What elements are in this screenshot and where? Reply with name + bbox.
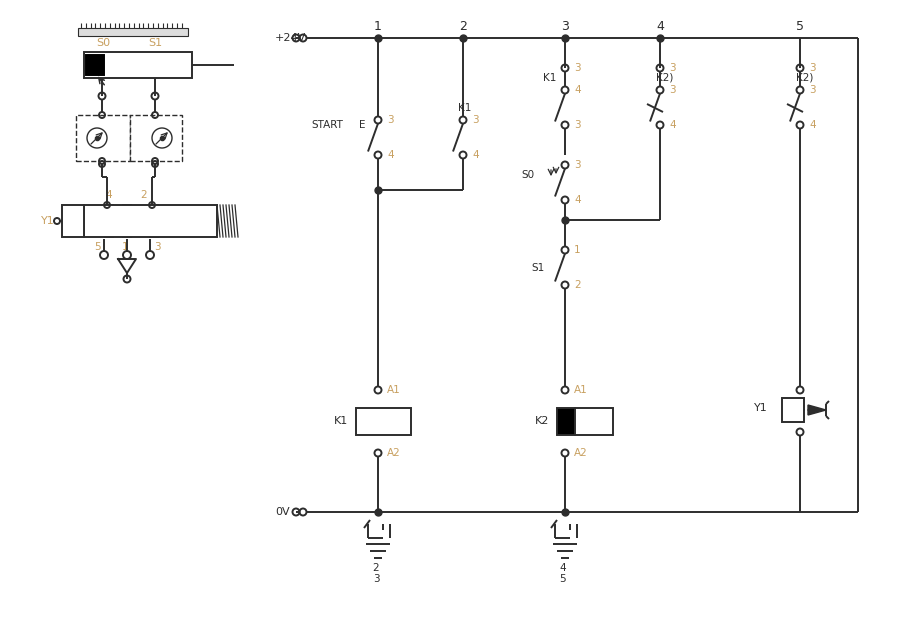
Bar xyxy=(355,408,410,435)
Text: A2: A2 xyxy=(387,448,400,458)
Text: 4: 4 xyxy=(668,120,675,130)
Text: 3: 3 xyxy=(472,115,478,125)
Bar xyxy=(62,205,84,237)
Text: 5: 5 xyxy=(559,574,566,584)
Text: K2): K2) xyxy=(656,73,673,83)
Text: A1: A1 xyxy=(574,385,587,395)
Text: 3: 3 xyxy=(574,63,580,73)
Bar xyxy=(86,55,104,75)
Text: Y1: Y1 xyxy=(753,403,767,413)
Text: Y1: Y1 xyxy=(41,216,55,226)
Text: A2: A2 xyxy=(574,448,587,458)
Text: 1: 1 xyxy=(574,245,580,255)
Bar xyxy=(781,398,803,422)
Text: 4: 4 xyxy=(387,150,393,160)
Bar xyxy=(84,52,192,78)
Bar xyxy=(557,408,575,435)
Text: K1: K1 xyxy=(543,73,556,83)
Text: K1: K1 xyxy=(334,416,347,426)
Text: 3: 3 xyxy=(574,160,580,170)
Text: 1: 1 xyxy=(122,242,128,252)
Text: 3: 3 xyxy=(808,63,815,73)
Text: 5: 5 xyxy=(583,416,590,426)
Text: 3: 3 xyxy=(668,85,675,95)
Text: 3: 3 xyxy=(574,120,580,130)
Text: +24V: +24V xyxy=(275,33,306,43)
Text: 2: 2 xyxy=(458,20,466,33)
Text: 4: 4 xyxy=(574,85,580,95)
Text: S1: S1 xyxy=(531,263,545,273)
Text: 2: 2 xyxy=(574,280,580,290)
Text: 5: 5 xyxy=(95,242,101,252)
Bar xyxy=(76,115,130,161)
Text: 3: 3 xyxy=(668,63,675,73)
Bar xyxy=(575,408,612,435)
Text: S0: S0 xyxy=(521,170,534,180)
Text: 0V: 0V xyxy=(275,507,290,517)
Text: 1: 1 xyxy=(373,20,382,33)
Text: START: START xyxy=(311,120,343,130)
Bar xyxy=(78,28,188,36)
Bar xyxy=(84,205,216,237)
Text: E: E xyxy=(359,120,365,130)
Text: S1: S1 xyxy=(148,38,161,48)
Text: 5: 5 xyxy=(796,20,803,33)
Text: 4: 4 xyxy=(472,150,478,160)
Text: K1: K1 xyxy=(458,103,471,113)
Polygon shape xyxy=(118,259,136,273)
Text: 3: 3 xyxy=(373,574,379,584)
Text: 2: 2 xyxy=(141,190,147,200)
Text: 3: 3 xyxy=(560,20,568,33)
Text: K2): K2) xyxy=(796,73,813,83)
Text: K2: K2 xyxy=(534,416,548,426)
Text: 3: 3 xyxy=(387,115,393,125)
Text: 3: 3 xyxy=(808,85,815,95)
Polygon shape xyxy=(807,405,825,415)
Text: 4: 4 xyxy=(574,195,580,205)
Text: 2: 2 xyxy=(373,563,379,573)
Text: 4: 4 xyxy=(808,120,815,130)
Text: S0: S0 xyxy=(96,38,110,48)
Bar xyxy=(130,115,182,161)
Text: 4: 4 xyxy=(106,190,112,200)
Text: A1: A1 xyxy=(387,385,400,395)
Text: 4: 4 xyxy=(559,563,566,573)
Text: 4: 4 xyxy=(656,20,663,33)
Text: 3: 3 xyxy=(153,242,161,252)
